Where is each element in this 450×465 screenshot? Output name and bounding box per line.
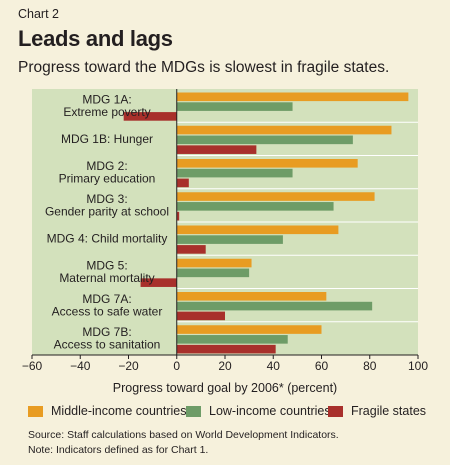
bar-middle-income [176, 125, 392, 135]
category-label: MDG 2: [86, 159, 127, 173]
category-label: MDG 4: Child mortality [47, 232, 168, 246]
x-tick-label: −60 [22, 359, 43, 373]
legend-label-low-income: Low-income countries [209, 404, 331, 418]
category-label: MDG 1A: [82, 92, 131, 106]
chart-source: Source: Staff calculations based on Worl… [28, 428, 339, 458]
category-label: MDG 7B: [82, 325, 131, 339]
bar-fragile [176, 245, 206, 254]
chart-kicker: Chart 2 [18, 7, 59, 21]
bar-low-income [176, 135, 353, 145]
source-line: Source: Staff calculations based on Worl… [28, 429, 339, 441]
bar-fragile [176, 211, 180, 221]
bar-fragile [176, 311, 225, 321]
bar-low-income [176, 168, 293, 178]
category-label: Maternal mortality [59, 271, 154, 285]
chart-subtitle: Progress toward the MDGs is slowest in f… [18, 59, 390, 76]
x-axis-title: Progress toward goal by 2006* (percent) [113, 381, 337, 395]
bar-middle-income [176, 225, 339, 235]
legend-item-fragile: Fragile states [328, 404, 426, 418]
bar-middle-income [176, 159, 358, 168]
legend-label-middle-income: Middle-income countries [51, 404, 187, 418]
x-tick-label: −40 [70, 359, 91, 373]
category-label: MDG 5: [86, 259, 127, 273]
legend-swatch-middle-income [28, 405, 43, 417]
legend-label-fragile: Fragile states [351, 404, 427, 418]
bar-middle-income [176, 258, 252, 268]
x-tick-label: 0 [173, 359, 180, 373]
legend-item-low-income: Low-income countries [186, 404, 331, 418]
legend-item-middle-income: Middle-income countries [28, 404, 186, 418]
category-label: Extreme poverty [63, 105, 150, 119]
bar-fragile [176, 344, 276, 354]
bar-middle-income [176, 92, 409, 102]
bar-low-income [176, 235, 283, 244]
category-label: MDG 1B: Hunger [61, 132, 153, 146]
bar-fragile [140, 278, 177, 287]
legend-swatch-low-income [186, 405, 201, 417]
legend-swatch-fragile [328, 405, 343, 417]
bar-middle-income [176, 325, 322, 334]
x-tick-label: 80 [363, 359, 377, 373]
chart-title: Leads and lags [18, 26, 173, 51]
bar-low-income [176, 202, 334, 211]
bar-low-income [176, 102, 293, 111]
category-label: MDG 3: [86, 192, 127, 206]
bar-fragile [123, 112, 177, 121]
bar-low-income [176, 301, 373, 311]
category-label: Primary education [59, 171, 156, 185]
x-tick-label: 60 [315, 359, 329, 373]
bar-low-income [176, 335, 288, 344]
category-label: Access to sanitation [54, 338, 161, 352]
bar-middle-income [176, 292, 327, 301]
category-label: Gender parity at school [45, 205, 169, 219]
x-tick-label: −20 [118, 359, 139, 373]
bar-middle-income [176, 192, 375, 201]
category-label: MDG 7A: [82, 292, 131, 306]
x-tick-label: 20 [218, 359, 232, 373]
x-tick-label: 100 [408, 359, 428, 373]
bar-chart: MDG 1A:Extreme poverty MDG 1B: Hunger MDG … [22, 89, 428, 395]
bar-low-income [176, 268, 250, 278]
chart-legend: Middle-income countries Low-income count… [28, 404, 438, 420]
note-line: Note: Indicators defined as for Chart 1. [28, 444, 209, 456]
category-label: Access to safe water [52, 304, 163, 318]
bar-fragile [176, 178, 189, 188]
bar-fragile [176, 145, 257, 154]
x-tick-label: 40 [267, 359, 281, 373]
